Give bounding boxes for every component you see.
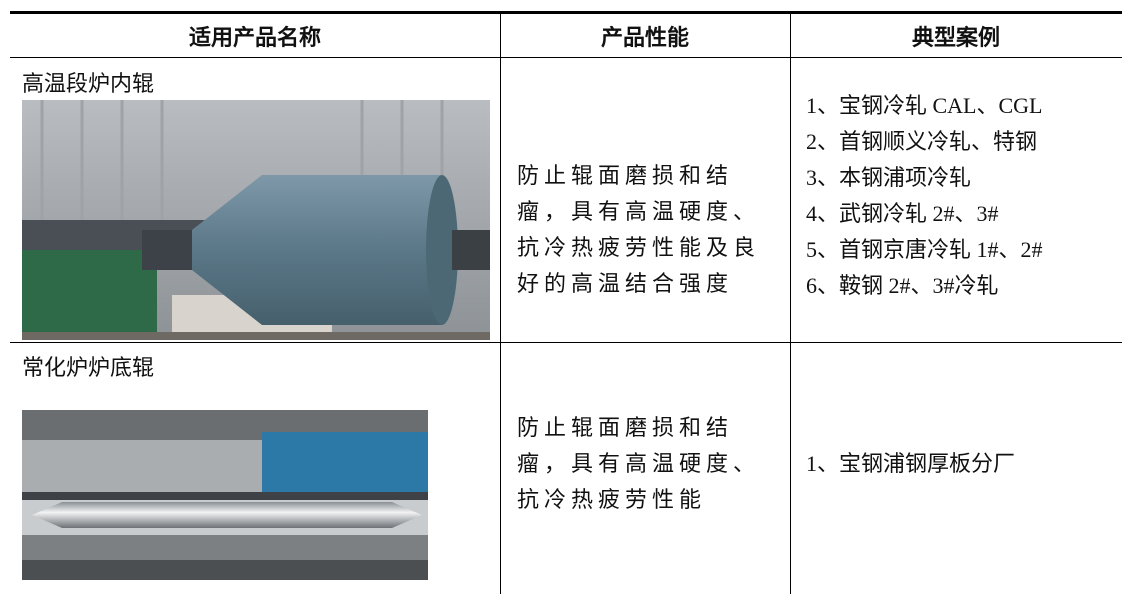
product-photo — [22, 100, 490, 340]
case-item: 4、武钢冷轧 2#、3# — [806, 201, 999, 226]
case-item: 5、首钢京唐冷轧 1#、2# — [806, 237, 1043, 262]
product-photo — [22, 410, 428, 580]
product-name: 高温段炉内辊 — [22, 71, 155, 96]
case-item: 2、首钢顺义冷轧、特钢 — [806, 129, 1038, 154]
case-item: 3、本钢浦项冷轧 — [806, 165, 972, 190]
performance-line: 好的高温结合强度 — [517, 271, 734, 296]
case-list: 1、宝钢浦钢厚板分厂 — [806, 446, 1015, 482]
header-cell: 适用产品名称 — [188, 25, 321, 50]
performance-line: 抗冷热疲劳性能及良 — [517, 235, 761, 260]
header-cell: 产品性能 — [600, 25, 689, 50]
case-list: 1、宝钢冷轧 CAL、CGL 2、首钢顺义冷轧、特钢 3、本钢浦项冷轧 4、武钢冷轧 … — [806, 88, 1043, 304]
header-rule — [10, 57, 1122, 58]
column-rule — [790, 12, 791, 594]
header-cell: 典型案例 — [911, 25, 1000, 50]
column-rule — [500, 12, 501, 594]
product-name: 常化炉炉底辊 — [22, 355, 155, 380]
performance-line: 防止辊面磨损和结 — [517, 415, 734, 440]
performance: 防止辊面磨损和结瘤，具有高温硬度、 抗冷热疲劳性能及良 好的高温结合强度 — [517, 158, 760, 302]
case-item: 1、宝钢冷轧 CAL、CGL — [806, 93, 1043, 118]
performance-line: 抗冷热疲劳性能 — [517, 487, 707, 512]
performance-line: 防止辊面磨损和结 — [517, 163, 734, 188]
case-item: 6、鞍钢 2#、3#冷轧 — [806, 273, 999, 298]
performance-line: 瘤，具有高温硬度、 — [517, 199, 761, 224]
performance: 防止辊面磨损和结瘤，具有高温硬度、 抗冷热疲劳性能 — [517, 410, 760, 518]
top-rule — [10, 11, 1122, 14]
performance-line: 瘤，具有高温硬度、 — [517, 451, 761, 476]
row-rule — [10, 342, 1122, 343]
case-item: 1、宝钢浦钢厚板分厂 — [806, 451, 1016, 476]
